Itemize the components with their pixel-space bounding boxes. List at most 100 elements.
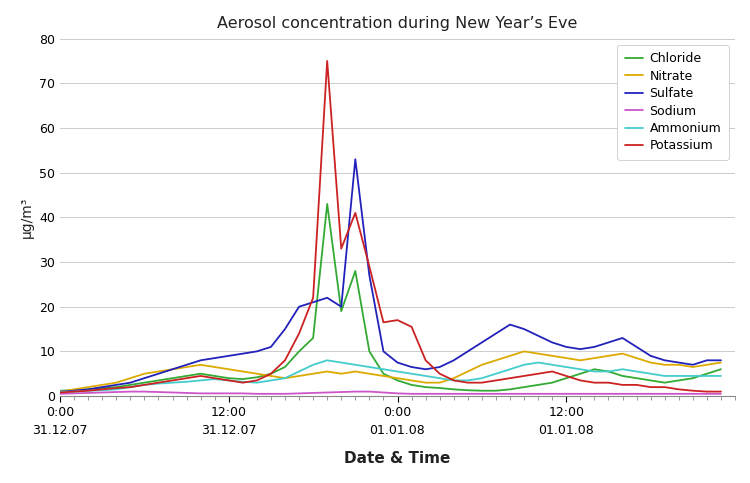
Sodium: [660, 391, 669, 397]
Chloride: [351, 268, 360, 274]
Sulfate: [295, 304, 304, 310]
Nitrate: [506, 353, 515, 359]
Ammonium: [98, 387, 106, 393]
Potassium: [351, 210, 360, 216]
Chloride: [604, 369, 613, 374]
Ammonium: [435, 375, 444, 381]
Nitrate: [449, 375, 458, 381]
Chloride: [520, 384, 529, 390]
Nitrate: [126, 375, 135, 381]
Sulfate: [435, 364, 444, 370]
Chloride: [464, 387, 472, 393]
Potassium: [716, 389, 725, 395]
Nitrate: [674, 362, 683, 368]
Sodium: [224, 390, 233, 396]
Potassium: [210, 375, 219, 381]
Nitrate: [604, 353, 613, 359]
Ammonium: [182, 379, 191, 384]
Potassium: [337, 246, 346, 252]
Potassium: [238, 380, 248, 385]
Sulfate: [337, 304, 346, 310]
Sulfate: [702, 357, 711, 363]
Ammonium: [224, 378, 233, 384]
Sodium: [112, 389, 121, 395]
Chloride: [702, 371, 711, 377]
Chloride: [83, 386, 93, 392]
Potassium: [407, 324, 416, 330]
Potassium: [491, 378, 500, 384]
Sulfate: [464, 349, 472, 355]
Chloride: [379, 371, 388, 377]
Nitrate: [646, 360, 656, 366]
Ammonium: [56, 389, 64, 395]
Nitrate: [632, 355, 641, 361]
Chloride: [576, 371, 585, 377]
Potassium: [393, 317, 402, 323]
Potassium: [309, 295, 318, 300]
Ammonium: [576, 366, 585, 372]
Nitrate: [534, 351, 543, 356]
Nitrate: [660, 362, 669, 368]
Chloride: [506, 386, 515, 392]
Sodium: [716, 391, 725, 397]
Sulfate: [534, 333, 543, 339]
Potassium: [168, 378, 177, 384]
Chloride: [70, 387, 79, 393]
Sodium: [534, 391, 543, 397]
Ammonium: [449, 378, 458, 384]
Sodium: [702, 391, 711, 397]
Nitrate: [309, 371, 318, 377]
Nitrate: [98, 382, 106, 388]
Sulfate: [364, 272, 374, 278]
Nitrate: [618, 351, 627, 356]
Sodium: [210, 390, 219, 396]
Ammonium: [140, 382, 148, 388]
Sodium: [590, 391, 598, 397]
Ammonium: [393, 369, 402, 374]
Nitrate: [168, 366, 177, 372]
Line: Potassium: Potassium: [60, 61, 721, 393]
Potassium: [322, 58, 332, 64]
Nitrate: [252, 371, 261, 377]
Sulfate: [322, 295, 332, 300]
Nitrate: [295, 373, 304, 379]
Sodium: [604, 391, 613, 397]
Sulfate: [688, 362, 698, 368]
Potassium: [364, 264, 374, 270]
Title: Aerosol concentration during New Year’s Eve: Aerosol concentration during New Year’s …: [217, 15, 578, 30]
Sulfate: [252, 349, 261, 355]
Sodium: [140, 389, 148, 395]
Sulfate: [126, 380, 135, 385]
Line: Ammonium: Ammonium: [60, 360, 721, 392]
Chloride: [618, 373, 627, 379]
Sulfate: [674, 360, 683, 366]
Potassium: [632, 382, 641, 388]
Chloride: [590, 366, 598, 372]
Sulfate: [83, 386, 93, 392]
Ammonium: [632, 369, 641, 374]
Chloride: [660, 380, 669, 385]
Ammonium: [688, 373, 698, 379]
Chloride: [688, 375, 698, 381]
Ammonium: [295, 369, 304, 374]
Chloride: [491, 388, 500, 394]
Ammonium: [646, 371, 656, 377]
Chloride: [56, 388, 64, 394]
Chloride: [407, 382, 416, 388]
Chloride: [716, 366, 725, 372]
Chloride: [210, 373, 219, 379]
Sodium: [295, 390, 304, 396]
Potassium: [140, 382, 148, 388]
Ammonium: [70, 389, 79, 395]
Potassium: [196, 373, 206, 379]
Sodium: [98, 390, 106, 396]
Nitrate: [83, 384, 93, 390]
Sulfate: [266, 344, 275, 350]
Line: Nitrate: Nitrate: [60, 352, 721, 392]
Ammonium: [716, 373, 725, 379]
Line: Chloride: Chloride: [60, 204, 721, 391]
Chloride: [196, 371, 206, 377]
Nitrate: [393, 375, 402, 381]
Ammonium: [590, 369, 598, 374]
Sodium: [364, 389, 374, 395]
